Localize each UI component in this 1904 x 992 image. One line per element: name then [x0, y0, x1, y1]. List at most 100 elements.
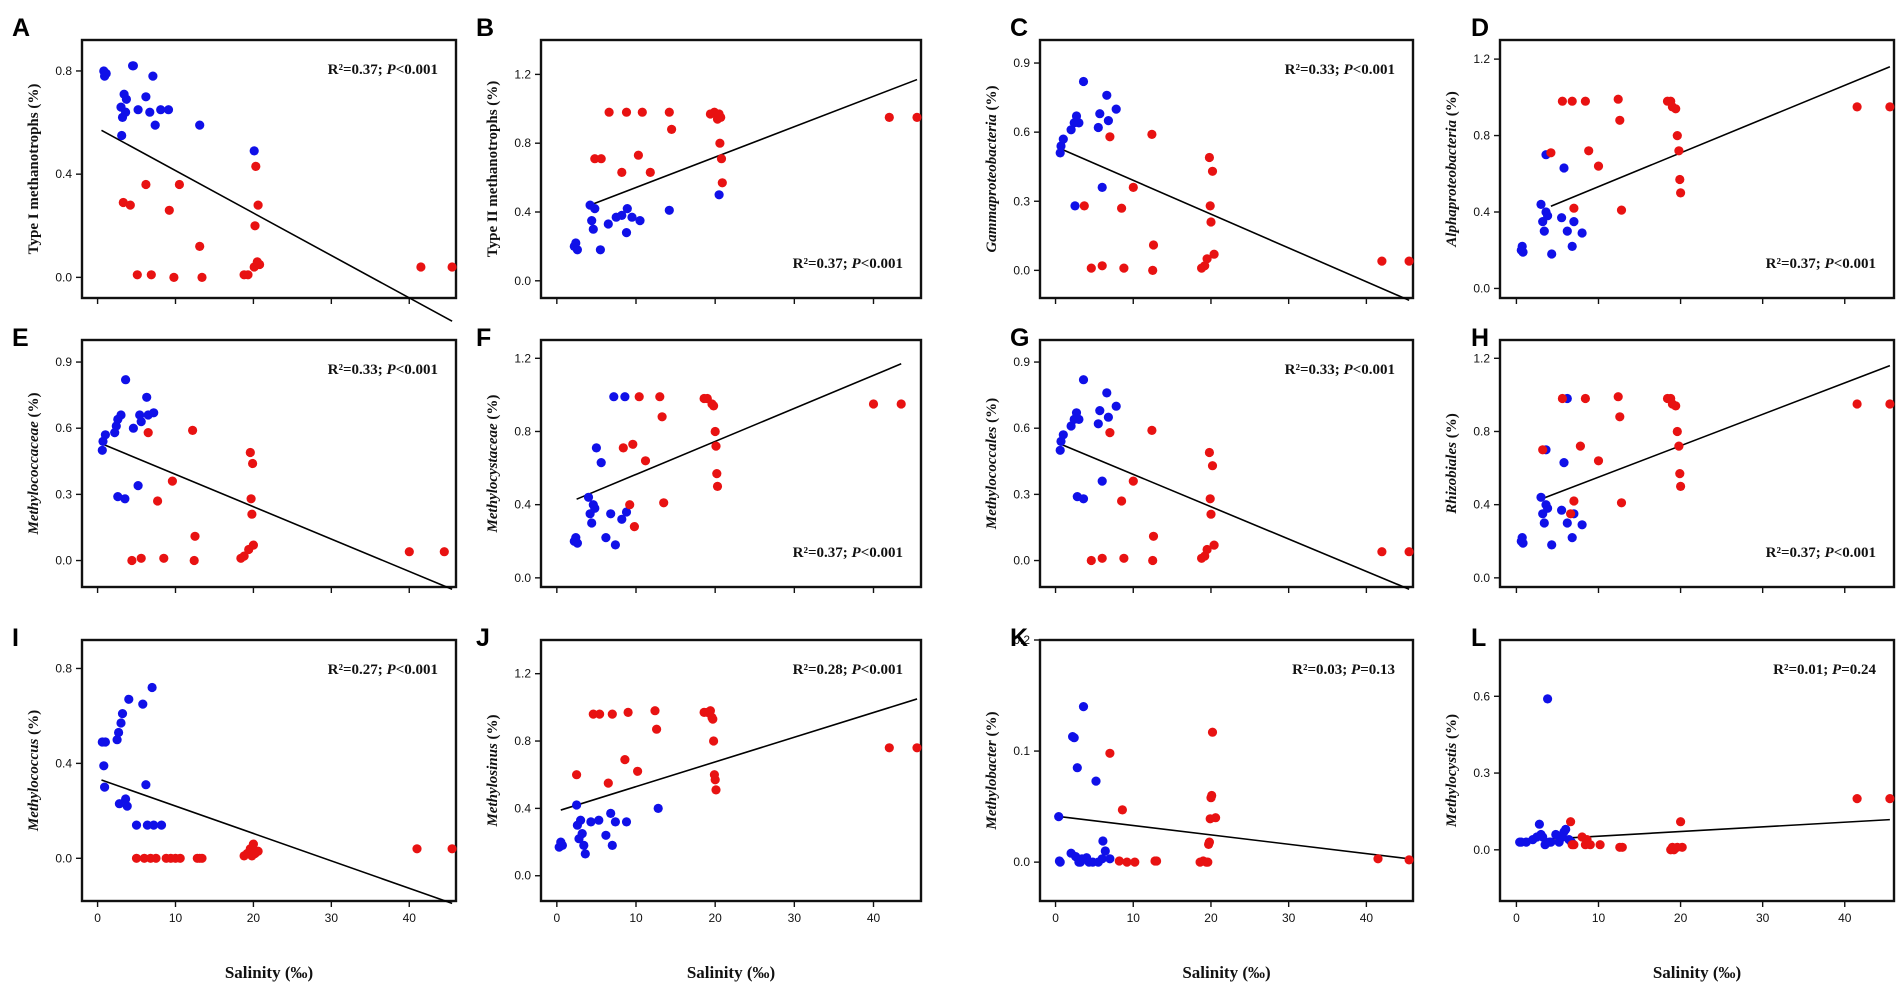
- data-point-red: [1593, 161, 1604, 171]
- stat-annotation: R²=0.01; P=0.24: [1773, 662, 1876, 678]
- data-point-blue: [590, 204, 600, 214]
- data-point-red: [607, 709, 617, 719]
- data-point-red: [1538, 445, 1548, 455]
- series-red: [1566, 794, 1895, 855]
- y-tick-label: 0.8: [514, 424, 531, 438]
- data-point-blue: [1538, 832, 1548, 842]
- y-tick-label: 0.4: [1473, 498, 1490, 512]
- data-point-red: [884, 112, 894, 122]
- data-point-red: [634, 392, 644, 402]
- data-point-red: [912, 112, 922, 122]
- y-axis-label: Methylocystis (%): [1444, 714, 1460, 828]
- data-point-red: [1672, 131, 1682, 141]
- data-point-blue: [156, 105, 166, 115]
- data-point-blue: [1095, 109, 1105, 119]
- panel-letter: L: [1471, 624, 1486, 652]
- data-point-blue: [116, 718, 126, 728]
- y-axis-label: Methylobacter (%): [984, 712, 1000, 831]
- data-point-blue: [141, 92, 151, 102]
- data-point-red: [1615, 412, 1625, 422]
- data-point-red: [1377, 256, 1387, 266]
- data-point-red: [868, 399, 879, 409]
- stat-annotation: R²=0.37; P<0.001: [328, 62, 438, 78]
- plot-frame: [539, 338, 923, 589]
- data-point-blue: [1536, 492, 1546, 502]
- data-point-red: [1616, 205, 1627, 215]
- stat-annotation: R²=0.33; P<0.001: [328, 362, 438, 378]
- data-point-blue: [156, 820, 167, 830]
- data-point-red: [588, 709, 598, 719]
- data-point-red: [131, 853, 142, 863]
- data-point-blue: [1557, 505, 1567, 515]
- data-point-red: [1209, 540, 1219, 550]
- data-point-red: [447, 844, 457, 854]
- data-point-blue: [1546, 837, 1556, 847]
- x-tick-label: 30: [325, 911, 339, 925]
- y-tick-label: 0.0: [1013, 855, 1030, 869]
- data-point-red: [1885, 102, 1895, 112]
- y-tick-label: 0.0: [514, 869, 531, 883]
- data-point-red: [188, 425, 198, 435]
- panel-letter: A: [12, 14, 30, 42]
- data-point-red: [715, 138, 725, 148]
- data-point-red: [1377, 547, 1387, 557]
- data-point-blue: [572, 538, 583, 548]
- data-point-red: [1205, 494, 1215, 504]
- series-red: [1546, 94, 1895, 215]
- data-point-blue: [714, 190, 724, 200]
- stat-annotation: R²=0.37; P<0.001: [1766, 256, 1876, 272]
- data-point-red: [1204, 837, 1214, 847]
- y-tick-label: 0.0: [55, 270, 72, 284]
- data-point-blue: [622, 204, 632, 214]
- data-point-red: [620, 755, 630, 765]
- data-point-blue: [97, 445, 107, 455]
- data-point-red: [167, 476, 177, 486]
- panel-f: 0.0 0.4 0.8 1.2 Methylocystaceae (%) F R²=0.37…: [476, 324, 923, 593]
- data-point-red: [1122, 857, 1132, 867]
- data-point-red: [1205, 201, 1215, 211]
- series-red: [131, 839, 457, 863]
- stat-annotation: R²=0.37; P<0.001: [793, 256, 903, 272]
- data-point-red: [1676, 481, 1686, 491]
- trend-line: [576, 363, 902, 500]
- data-point-blue: [603, 219, 613, 229]
- data-point-blue: [621, 817, 632, 827]
- data-point-blue: [195, 120, 205, 130]
- panel-letter: H: [1471, 324, 1489, 352]
- data-point-red: [1404, 547, 1414, 557]
- data-point-blue: [141, 780, 151, 790]
- data-point-blue: [1097, 854, 1107, 864]
- panel-g: 0.0 0.3 0.6 0.9 Methylococcales (%) G R²=0.33;…: [984, 324, 1415, 593]
- data-point-red: [1404, 855, 1414, 865]
- data-point-blue: [1539, 518, 1549, 528]
- data-point-red: [118, 197, 128, 208]
- data-point-red: [1105, 132, 1115, 142]
- data-point-blue: [609, 392, 619, 402]
- series-blue: [569, 392, 632, 550]
- series-red: [590, 107, 922, 188]
- y-tick-label: 0.6: [1013, 421, 1030, 435]
- data-point-blue: [583, 492, 594, 502]
- data-point-blue: [163, 105, 174, 115]
- data-point-red: [197, 272, 207, 282]
- data-point-red: [1885, 794, 1895, 804]
- data-point-blue: [1561, 824, 1571, 835]
- y-tick-label: 0.6: [55, 421, 72, 435]
- y-tick-label: 0.6: [1473, 689, 1490, 703]
- data-point-red: [711, 441, 721, 451]
- data-point-red: [1566, 817, 1576, 827]
- data-point-blue: [145, 107, 155, 117]
- panel-letter: I: [12, 624, 19, 652]
- data-point-blue: [587, 216, 597, 226]
- data-point-red: [1148, 555, 1158, 566]
- data-point-blue: [1102, 388, 1112, 398]
- trend-line: [560, 698, 918, 811]
- data-point-red: [169, 272, 179, 282]
- panel-e: 0.0 0.3 0.6 0.9 Methylococcaceae (%) E R²=0.33…: [12, 324, 458, 593]
- data-point-red: [1207, 166, 1218, 176]
- stat-annotation: R²=0.28; P<0.001: [793, 662, 903, 678]
- y-tick-label: 0.0: [55, 851, 72, 865]
- data-point-red: [1200, 261, 1210, 271]
- data-point-red: [710, 775, 720, 785]
- data-point-blue: [1055, 445, 1065, 455]
